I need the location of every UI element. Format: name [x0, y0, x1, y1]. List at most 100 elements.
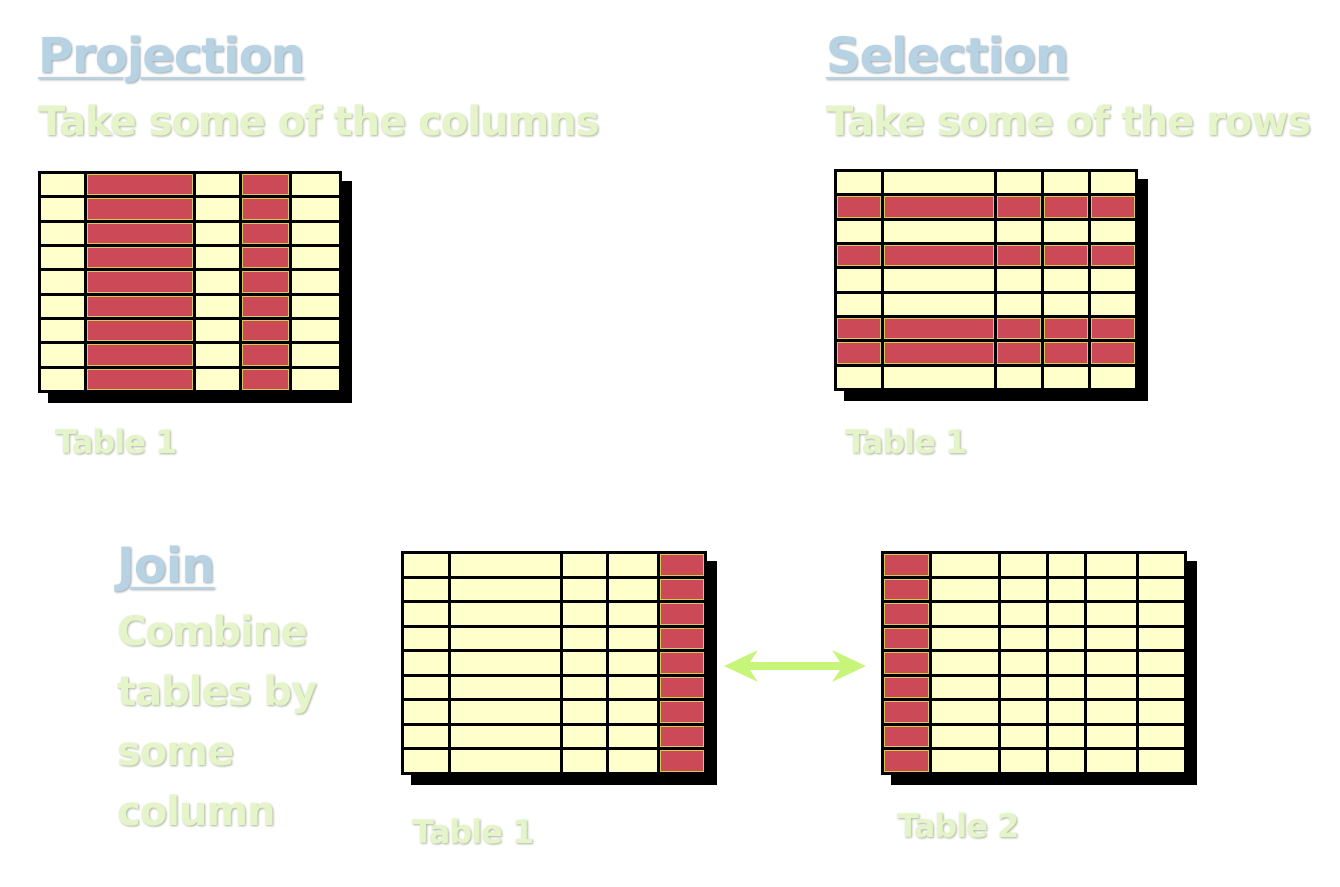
- highlighted-cell: [660, 554, 704, 576]
- table-cell: [196, 344, 240, 366]
- table-cell: [292, 368, 339, 390]
- join-table-2: [881, 551, 1197, 785]
- highlighted-cell: [660, 701, 704, 723]
- table-cell: [1001, 554, 1046, 576]
- table-cell: [404, 554, 448, 576]
- highlighted-cell: [884, 725, 929, 748]
- table-cell: [450, 627, 560, 650]
- highlighted-cell: [660, 603, 704, 625]
- table-cell: [562, 652, 607, 674]
- table-cell: [931, 750, 999, 772]
- table-cell: [41, 174, 84, 196]
- table-cell: [1044, 172, 1088, 194]
- highlighted-cell: [660, 627, 704, 650]
- highlighted-cell: [660, 652, 704, 674]
- join-table-2-label: Table 2: [897, 807, 1019, 845]
- table-grid: [881, 551, 1187, 775]
- table-cell: [196, 320, 240, 342]
- table-cell: [404, 750, 448, 772]
- highlighted-cell: [997, 318, 1041, 340]
- table-cell: [1139, 652, 1184, 674]
- table-cell: [1087, 652, 1137, 674]
- table-cell: [562, 603, 607, 625]
- highlighted-cell: [1091, 196, 1135, 218]
- join-title: Join: [117, 538, 215, 594]
- highlighted-cell: [837, 318, 881, 340]
- highlighted-cell: [86, 247, 194, 269]
- table-cell: [292, 247, 339, 269]
- highlighted-cell: [242, 271, 290, 293]
- table-cell: [1048, 725, 1085, 748]
- table-cell: [1001, 578, 1046, 601]
- table-cell: [562, 676, 607, 699]
- table-cell: [41, 198, 84, 220]
- selection-description: Take some of the rows: [826, 99, 1311, 145]
- table-cell: [609, 627, 658, 650]
- table-cell: [196, 368, 240, 390]
- table-cell: [1048, 750, 1085, 772]
- table-cell: [1087, 676, 1137, 699]
- join-table-1-label: Table 1: [412, 813, 534, 851]
- table-cell: [1139, 701, 1184, 723]
- highlighted-cell: [997, 245, 1041, 267]
- table-cell: [292, 295, 339, 317]
- highlighted-cell: [1091, 342, 1135, 364]
- highlighted-cell: [997, 196, 1041, 218]
- table-cell: [41, 344, 84, 366]
- table-cell: [884, 269, 994, 291]
- table-cell: [884, 172, 994, 194]
- table-cell: [292, 344, 339, 366]
- highlighted-cell: [242, 247, 290, 269]
- table-cell: [450, 750, 560, 772]
- table-cell: [1087, 750, 1137, 772]
- table-cell: [1091, 293, 1135, 315]
- table-cell: [404, 652, 448, 674]
- table-cell: [292, 174, 339, 196]
- table-cell: [931, 578, 999, 601]
- table-cell: [931, 603, 999, 625]
- highlighted-cell: [884, 196, 994, 218]
- highlighted-cell: [660, 578, 704, 601]
- highlighted-cell: [660, 750, 704, 772]
- highlighted-cell: [1044, 196, 1088, 218]
- table-cell: [1087, 725, 1137, 748]
- table-cell: [404, 725, 448, 748]
- table-cell: [609, 701, 658, 723]
- table-cell: [1044, 366, 1088, 388]
- highlighted-cell: [1044, 318, 1088, 340]
- table-cell: [1048, 578, 1085, 601]
- table-cell: [41, 271, 84, 293]
- table-cell: [450, 652, 560, 674]
- table-grid: [38, 171, 342, 393]
- table-cell: [1139, 750, 1184, 772]
- highlighted-cell: [86, 344, 194, 366]
- table-cell: [41, 247, 84, 269]
- table-cell: [997, 293, 1041, 315]
- table-cell: [41, 320, 84, 342]
- arrow-shape: [724, 650, 866, 682]
- table-cell: [562, 627, 607, 650]
- table-cell: [404, 676, 448, 699]
- table-cell: [1139, 627, 1184, 650]
- highlighted-cell: [884, 554, 929, 576]
- table-cell: [1091, 366, 1135, 388]
- highlighted-cell: [884, 750, 929, 772]
- highlighted-cell: [660, 725, 704, 748]
- table-cell: [1091, 172, 1135, 194]
- highlighted-cell: [86, 271, 194, 293]
- table-cell: [292, 271, 339, 293]
- table-cell: [609, 603, 658, 625]
- table-cell: [562, 578, 607, 601]
- highlighted-cell: [86, 174, 194, 196]
- table-cell: [1001, 627, 1046, 650]
- highlighted-cell: [86, 198, 194, 220]
- highlighted-cell: [242, 174, 290, 196]
- highlighted-cell: [1091, 245, 1135, 267]
- table-cell: [1044, 269, 1088, 291]
- table-cell: [450, 701, 560, 723]
- table-cell: [1048, 701, 1085, 723]
- table-cell: [450, 676, 560, 699]
- table-cell: [837, 220, 881, 242]
- table-cell: [997, 269, 1041, 291]
- highlighted-cell: [242, 198, 290, 220]
